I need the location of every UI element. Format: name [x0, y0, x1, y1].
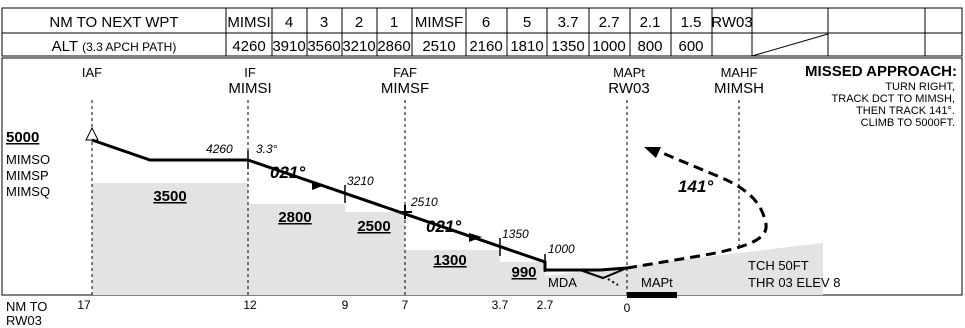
row1-cell: 1.5 [681, 14, 702, 31]
altitude-annotation: 2510 [410, 195, 438, 209]
axis-tick: 0 [624, 301, 631, 315]
faf-name: MIMSF [381, 80, 429, 97]
mda-label: MDA [548, 275, 577, 290]
altitude-annotation: 1350 [502, 227, 529, 241]
row2-cell: 2510 [422, 38, 455, 55]
mapt-name: RW03 [608, 80, 649, 97]
distance-altitude-table [1, 7, 963, 57]
row2-label: ALT (3.3 APCH PATH) [52, 38, 177, 55]
tch-label: TCH 50FT [748, 258, 809, 273]
holding-fix-label: MIMSP [6, 168, 49, 183]
row1-cell: MIMSI [227, 14, 270, 31]
mahf-label: MAHF [721, 65, 758, 80]
missed-track-arrow-icon [644, 147, 661, 158]
msa-value: 2800 [278, 209, 311, 226]
row2-cell: 3210 [342, 38, 375, 55]
terrain-slope [545, 243, 823, 295]
holding-fix-label: MIMSQ [6, 184, 50, 199]
row1-cell: 2.1 [640, 14, 661, 31]
missed-approach-path [626, 150, 768, 270]
row1-label: NM TO NEXT WPT [49, 14, 178, 31]
msa-value: 990 [511, 264, 536, 281]
row1-cell: 2.7 [599, 14, 620, 31]
missed-approach-title: MISSED APPROACH: [805, 63, 957, 80]
axis-tick: 12 [243, 298, 257, 312]
terrain-blocks [92, 183, 823, 295]
msa-block [248, 204, 345, 295]
threshold-label: THR 03 ELEV 8 [748, 275, 841, 290]
axis-tick: 9 [342, 298, 349, 312]
axis-label: RW03 [6, 313, 42, 328]
row2-cell: 4260 [232, 38, 265, 55]
missed-approach-line: CLIMB TO 5000FT. [861, 117, 955, 129]
faf-cross-icon [398, 205, 412, 219]
track-arrow-icon [312, 181, 325, 190]
msa-block [92, 183, 248, 295]
row1-cell: 6 [482, 14, 490, 31]
iaf-triangle-icon [85, 126, 99, 141]
row2-cell: 600 [678, 38, 703, 55]
track-arrow-icon [469, 233, 482, 242]
row2-cell: 1810 [510, 38, 543, 55]
if-label: IF [244, 65, 256, 80]
faf-label: FAF [393, 65, 417, 80]
row2-cell: 800 [637, 38, 662, 55]
inbound-course-label: 021° [270, 163, 305, 182]
row2-cell: 1350 [551, 38, 584, 55]
row1-cell: 4 [285, 14, 293, 31]
iaf-label: IAF [82, 65, 102, 80]
missed-approach-line: TRACK DCT TO MIMSH, [832, 93, 955, 105]
row1-cell: 2 [355, 14, 363, 31]
axis-tick: 2.7 [537, 298, 554, 312]
altitude-annotation: 4260 [206, 142, 233, 156]
axis-tick: 7 [402, 298, 409, 312]
mahf-name: MIMSH [714, 80, 764, 97]
row1-cell: 1 [390, 14, 398, 31]
mapt-label: MAPt [613, 65, 645, 80]
msa-value: 3500 [153, 188, 186, 205]
glide-angle-label: 3.3° [256, 142, 278, 156]
msa-block [345, 212, 405, 295]
table-border [1, 7, 963, 57]
row1-cell: 5 [523, 14, 531, 31]
mapt-dots [607, 278, 619, 286]
row2-cell: 3910 [272, 38, 305, 55]
inbound-course-label: 021° [426, 217, 461, 236]
axis-tick: 3.7 [492, 298, 509, 312]
row2-cell: 3560 [307, 38, 340, 55]
holding-fix-label: MIMSO [6, 152, 50, 167]
msa-value: 2500 [357, 218, 390, 235]
msa-block [500, 262, 545, 295]
row1-cell: 3.7 [558, 14, 579, 31]
mda-level-mark [579, 267, 628, 280]
axis-label: NM TO [6, 299, 47, 314]
altitude-annotation: 3210 [347, 174, 374, 188]
if-name: MIMSI [228, 80, 271, 97]
row1-cell: MIMSF [415, 14, 463, 31]
row1-cell: 3 [320, 14, 328, 31]
row1-cell: RW03 [711, 14, 752, 31]
axis-tick: 17 [77, 298, 91, 312]
missed-course-label: 141° [678, 177, 713, 196]
missed-approach-line: THEN TRACK 141°. [856, 105, 955, 117]
initial-altitude: 5000 [6, 129, 39, 146]
table-diagonal [751, 33, 829, 57]
row2-cell: 1000 [592, 38, 625, 55]
mapt-ground-label: MAPt [641, 275, 673, 290]
row2-cell: 2860 [377, 38, 410, 55]
msa-value: 1300 [433, 252, 466, 269]
missed-approach-line: TURN RIGHT, [885, 81, 955, 93]
row2-cell: 2160 [469, 38, 502, 55]
runway-bar [627, 292, 677, 298]
altitude-annotation: 1000 [548, 242, 575, 256]
msa-block [405, 250, 500, 295]
